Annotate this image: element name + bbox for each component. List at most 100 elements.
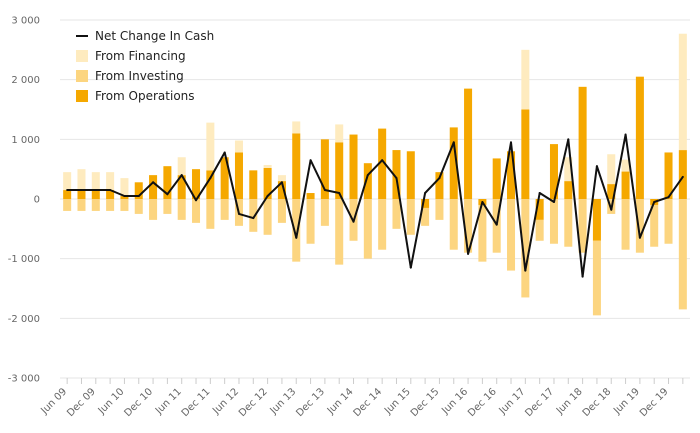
- bar-from-investing: [91, 199, 100, 211]
- bar-from-investing: [635, 199, 644, 253]
- net-change-point: [552, 200, 555, 203]
- net-change-point: [266, 195, 269, 198]
- bar-from-operations: [134, 182, 143, 199]
- x-tick-label: Jun 10: [96, 386, 127, 417]
- x-tick-label: Dec 16: [466, 386, 499, 419]
- bar-from-investing: [621, 199, 630, 250]
- bar-from-operations: [206, 170, 215, 199]
- bar-from-financing: [63, 172, 72, 191]
- bar-from-investing: [435, 199, 444, 220]
- bar-from-investing: [177, 199, 186, 220]
- bar-from-financing: [106, 172, 115, 191]
- bar-from-operations: [363, 163, 372, 199]
- net-change-point: [352, 220, 355, 223]
- bar-from-operations: [249, 170, 258, 199]
- x-tick-label: Dec 17: [523, 386, 556, 419]
- net-change-point: [366, 174, 369, 177]
- net-change-point: [481, 200, 484, 203]
- net-change-point: [495, 223, 498, 226]
- bar-from-investing: [163, 199, 172, 214]
- net-change-point: [581, 275, 584, 278]
- bar-from-financing: [607, 154, 616, 185]
- bar-from-operations: [378, 128, 387, 199]
- bar-from-operations: [349, 134, 358, 199]
- net-change-point: [323, 189, 326, 192]
- legend: Net Change In Cash From Financing From I…: [76, 29, 214, 103]
- y-tick-label: -1 000: [8, 254, 40, 265]
- bar-from-investing: [306, 199, 315, 244]
- net-change-point: [195, 199, 198, 202]
- bar-from-financing: [335, 124, 344, 143]
- net-change-point: [209, 177, 212, 180]
- bar-from-operations: [177, 175, 186, 199]
- net-change-point: [137, 195, 140, 198]
- bar-from-investing: [521, 199, 530, 298]
- bar-from-financing: [678, 33, 687, 151]
- net-change-point: [237, 212, 240, 215]
- bar-from-operations: [306, 193, 315, 199]
- bar-from-operations: [263, 167, 272, 199]
- net-change-point: [538, 192, 541, 195]
- bar-from-operations: [149, 175, 158, 199]
- bar-from-operations: [535, 199, 544, 220]
- bar-from-financing: [91, 172, 100, 191]
- bar-from-operations: [592, 199, 601, 241]
- x-tick-label: Dec 19: [638, 386, 671, 419]
- bar-from-investing: [335, 199, 344, 265]
- net-change-point: [123, 195, 126, 198]
- legend-label-operations: From Operations: [95, 89, 195, 103]
- net-change-point: [223, 151, 226, 154]
- bar-from-investing: [292, 199, 301, 262]
- x-tick-label: Dec 14: [352, 386, 385, 419]
- bars: [63, 33, 687, 316]
- net-change-point: [681, 175, 684, 178]
- bar-from-investing: [507, 199, 516, 271]
- x-tick-label: Jun 14: [325, 386, 356, 417]
- bar-from-operations: [192, 169, 201, 199]
- bar-from-investing: [650, 204, 659, 247]
- x-tick-label: Dec 09: [65, 386, 98, 419]
- bar-from-operations: [406, 151, 415, 199]
- x-tick-label: Jun 17: [497, 386, 528, 417]
- x-tick-label: Dec 11: [180, 386, 213, 419]
- bar-from-financing: [564, 157, 573, 182]
- bar-from-investing: [363, 199, 372, 259]
- y-tick-label: 3 000: [11, 16, 40, 27]
- net-change-point: [252, 217, 255, 220]
- bar-from-operations: [220, 157, 229, 199]
- bar-from-investing: [421, 207, 430, 226]
- bar-from-operations: [492, 158, 501, 199]
- bar-from-operations: [564, 181, 573, 199]
- bar-from-operations: [607, 184, 616, 199]
- bar-from-financing: [77, 169, 86, 191]
- bar-from-operations: [335, 142, 344, 199]
- bar-from-operations: [464, 88, 473, 199]
- bar-from-investing: [578, 199, 587, 253]
- x-tick-label: Jun 13: [268, 386, 299, 417]
- bar-from-investing: [220, 199, 229, 220]
- y-axis: -3 000 -2 000 -1 000 0 1 000 2 000 3 000: [8, 16, 40, 385]
- x-tick-label: Dec 13: [294, 386, 327, 419]
- bar-from-investing: [149, 199, 158, 220]
- bar-from-investing: [77, 199, 86, 211]
- net-change-point: [109, 189, 112, 192]
- bar-from-operations: [521, 109, 530, 199]
- net-change-point: [438, 177, 441, 180]
- bar-from-investing: [449, 199, 458, 250]
- net-change-polyline: [67, 133, 684, 278]
- bar-from-financing: [234, 140, 243, 153]
- y-tick-label: 0: [34, 195, 40, 206]
- net-change-point: [467, 252, 470, 255]
- bar-from-financing: [177, 157, 186, 176]
- net-change-point: [424, 192, 427, 195]
- bar-from-investing: [492, 199, 501, 253]
- y-tick-label: 1 000: [11, 135, 40, 146]
- net-change-point: [381, 159, 384, 162]
- bar-from-investing: [406, 199, 415, 235]
- x-tick-label: Dec 12: [237, 386, 270, 419]
- bar-from-investing: [320, 199, 329, 226]
- x-tick-label: Jun 15: [382, 386, 413, 417]
- net-change-point: [166, 193, 169, 196]
- bar-from-operations: [421, 199, 430, 208]
